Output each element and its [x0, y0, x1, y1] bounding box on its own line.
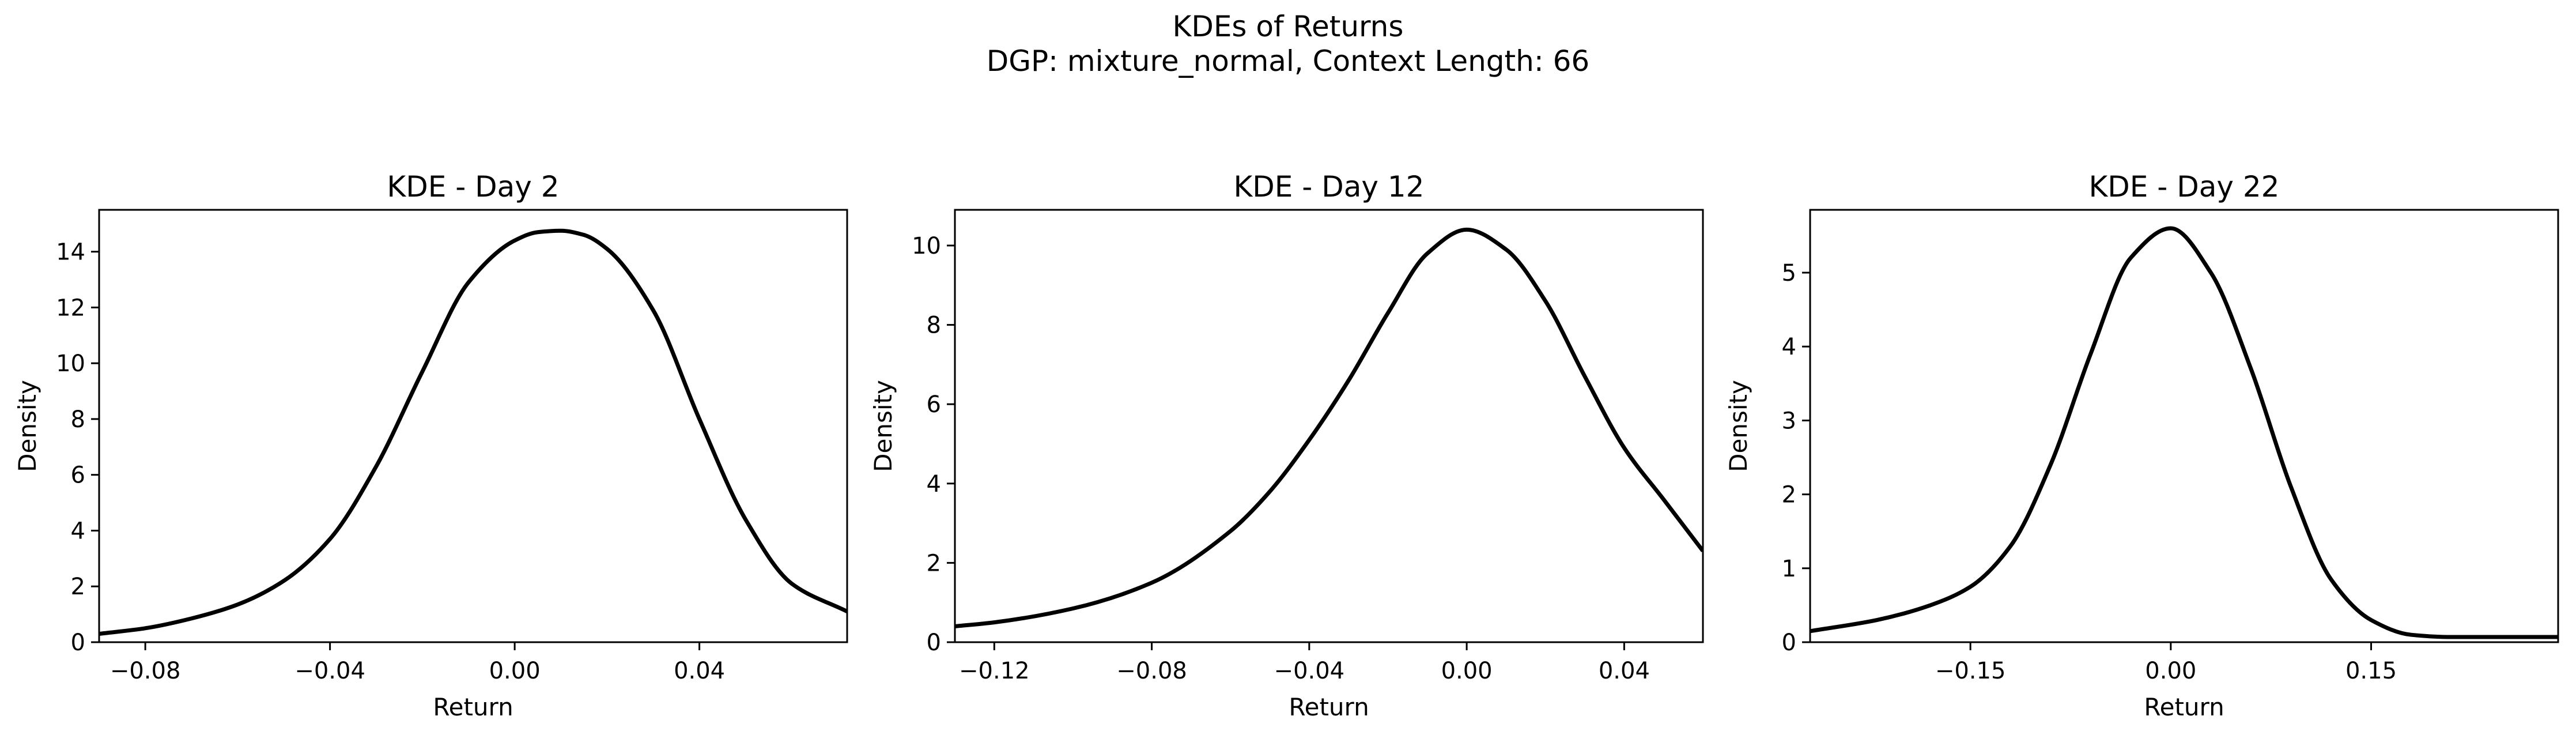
x-tick-label: 0.00	[2145, 658, 2196, 684]
x-tick-label: −0.15	[1935, 658, 2006, 684]
y-tick-label: 6	[71, 462, 85, 489]
y-axis-label: Density	[13, 380, 41, 472]
x-tick-label: 0.04	[1599, 658, 1650, 684]
x-axis-label: Return	[2144, 693, 2224, 721]
y-tick-label: 10	[912, 233, 941, 259]
y-tick-label: 8	[927, 312, 941, 339]
x-tick-label: −0.08	[110, 658, 181, 684]
y-axis-label: Density	[1724, 380, 1752, 472]
panel-title: KDE - Day 12	[1234, 170, 1425, 203]
y-tick-label: 10	[56, 350, 85, 377]
y-tick-label: 6	[927, 391, 941, 418]
y-tick-label: 14	[56, 239, 85, 266]
x-tick-label: 0.00	[489, 658, 541, 684]
figure-suptitle-line2: DGP: mixture_normal, Context Length: 66	[987, 44, 1589, 78]
y-tick-label: 4	[71, 518, 85, 544]
kde-curve	[99, 228, 847, 636]
x-tick-label: −0.12	[959, 658, 1030, 684]
y-tick-label: 5	[1782, 260, 1796, 287]
kde-panel-day-22: KDE - Day 22 −0.15 0.00 0.15 0 1 2 3 4 5 Return Den…	[1724, 170, 2559, 721]
axes-frame	[954, 209, 1704, 643]
y-tick-label: 3	[1782, 408, 1796, 434]
y-tick-label: 2	[1782, 482, 1796, 508]
panel-title: KDE - Day 22	[2089, 170, 2280, 203]
y-tick-label: 0	[1782, 630, 1796, 656]
axes-frame	[98, 209, 848, 643]
y-tick-label: 8	[71, 406, 85, 433]
x-axis-label: Return	[1289, 693, 1369, 721]
x-axis-label: Return	[433, 693, 513, 721]
kde-panel-day-2: KDE - Day 2 −0.08 −0.04 0.00 0.04 0 2 4 6 8 10 12 14…	[13, 170, 848, 721]
panel-title: KDE - Day 2	[387, 170, 559, 203]
x-tick-label: −0.08	[1116, 658, 1187, 684]
y-tick-label: 2	[927, 550, 941, 576]
figure-suptitle-line1: KDEs of Returns	[1173, 10, 1404, 43]
y-tick-label: 1	[1782, 556, 1796, 582]
kde-curve	[1810, 226, 2558, 639]
x-tick-label: 0.15	[2345, 658, 2397, 684]
kde-panel-day-12: KDE - Day 12 −0.12 −0.08 −0.04 0.00 0.04 0 2 4 6 8…	[869, 170, 1704, 721]
y-axis-label: Density	[869, 380, 897, 472]
y-tick-label: 4	[927, 471, 941, 497]
x-tick-label: −0.04	[1274, 658, 1345, 684]
y-tick-label: 0	[927, 630, 941, 656]
y-tick-label: 4	[1782, 334, 1796, 360]
kde-curve	[955, 227, 1703, 628]
axes-frame	[1809, 209, 2559, 643]
y-tick-label: 12	[56, 295, 85, 321]
y-tick-label: 2	[71, 574, 85, 600]
x-tick-label: 0.00	[1441, 658, 1493, 684]
x-tick-label: 0.04	[674, 658, 725, 684]
x-tick-label: −0.04	[294, 658, 365, 684]
y-tick-label: 0	[71, 630, 85, 656]
